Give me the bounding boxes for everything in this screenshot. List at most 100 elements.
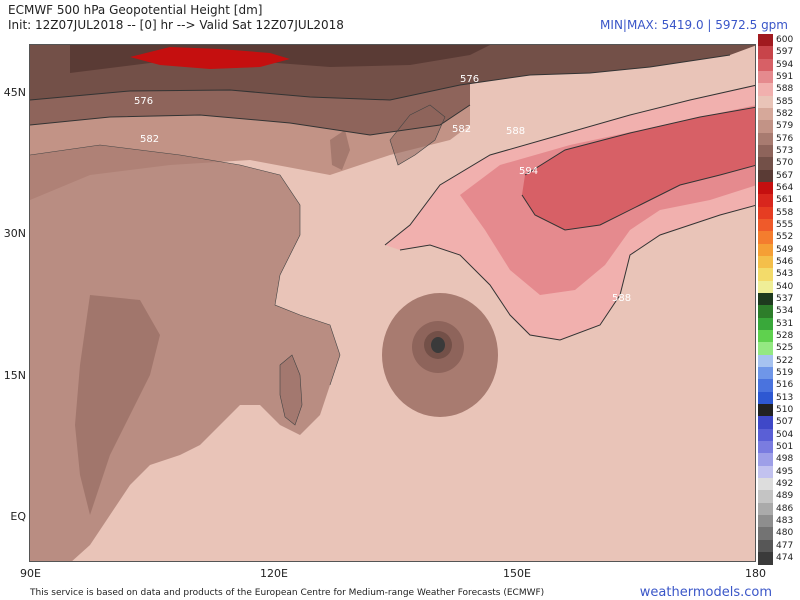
map-canvas: 576 582 576 582 588 594 588 (30, 45, 755, 561)
lon-label-90e: 90E (20, 567, 41, 580)
coastlines (30, 104, 446, 426)
colorbar-swatch (758, 46, 773, 60)
contour-label: 582 (452, 124, 471, 135)
colorbar-swatch (758, 107, 773, 121)
colorbar-swatch (758, 255, 773, 269)
colorbar-label: 477 (776, 540, 794, 551)
colorbar-label: 558 (776, 207, 794, 218)
colorbar-swatch (758, 465, 773, 479)
colorbar-label: 561 (776, 195, 794, 206)
colorbar-swatch (758, 58, 773, 72)
colorbar-swatch (758, 243, 773, 257)
colorbar-label: 582 (776, 108, 794, 119)
colorbar-swatch (758, 342, 773, 356)
lat-label-15n: 15N (3, 369, 26, 382)
contour-lines (30, 54, 755, 341)
lat-label-45n: 45N (3, 86, 26, 99)
indochina-landmass (75, 295, 160, 515)
colorbar-label: 525 (776, 343, 794, 354)
colorbar-label: 492 (776, 478, 794, 489)
colorbar-label: 570 (776, 158, 794, 169)
colorbar-label: 540 (776, 281, 794, 292)
colorbar-label: 564 (776, 182, 794, 193)
colorbar-swatch (758, 527, 773, 541)
colorbar-swatch (758, 218, 773, 232)
colorbar-label: 597 (776, 47, 794, 58)
colorbar-swatch (758, 280, 773, 294)
colorbar-label: 513 (776, 392, 794, 403)
colorbar-label: 516 (776, 380, 794, 391)
colorbar-swatch (758, 440, 773, 454)
korea-landmass (330, 130, 350, 170)
colorbar-swatch (758, 366, 773, 380)
colorbar-swatch (758, 379, 773, 393)
colorbar-swatch (758, 157, 773, 171)
colorbar-swatch (758, 194, 773, 208)
contour-label: 588 (506, 126, 525, 137)
band-564-north (130, 47, 290, 69)
lon-label-180: 180 (745, 567, 766, 580)
colorbar-swatch (758, 70, 773, 84)
lon-label-150e: 150E (503, 567, 531, 580)
colorbar-label: 567 (776, 170, 794, 181)
colorbar-label: 579 (776, 121, 794, 132)
colorbar-label: 489 (776, 491, 794, 502)
colorbar-label: 549 (776, 244, 794, 255)
colorbar-swatch (758, 305, 773, 319)
colorbar-swatch (758, 490, 773, 504)
lon-label-120e: 120E (260, 567, 288, 580)
colorbar-label: 501 (776, 441, 794, 452)
colorbar-swatch (758, 83, 773, 97)
colorbar-swatch (758, 477, 773, 491)
colorbar-swatch (758, 329, 773, 343)
contour-label: 576 (460, 74, 479, 85)
colorbar-swatch (758, 391, 773, 405)
contour-label: 594 (519, 166, 538, 177)
map-title: ECMWF 500 hPa Geopotential Height [dm] (8, 3, 263, 17)
footer-notice: This service is based on data and produc… (30, 588, 545, 598)
min-max-readout: MIN|MAX: 5419.0 | 5972.5 gpm (600, 18, 788, 32)
colorbar-label: 600 (776, 35, 794, 45)
contour-label: 576 (134, 96, 153, 107)
colorbar-label: 495 (776, 466, 794, 477)
colorbar-label: 498 (776, 454, 794, 465)
colorbar-label: 555 (776, 219, 794, 230)
colorbar-label: 552 (776, 232, 794, 243)
colorbar-label: 480 (776, 528, 794, 539)
colorbar-swatch (758, 231, 773, 245)
colorbar-label: 594 (776, 59, 794, 70)
colorbar-swatch (758, 403, 773, 417)
colorbar-swatch (758, 34, 773, 47)
colorbar-swatch (758, 354, 773, 368)
colorbar-label: 474 (776, 552, 794, 563)
colorbar-swatch (758, 268, 773, 282)
colorbar-label: 576 (776, 133, 794, 144)
colorbar-swatch (758, 539, 773, 553)
typhoon-low-core (431, 337, 445, 353)
colorbar-swatch (758, 132, 773, 146)
lat-label-30n: 30N (3, 227, 26, 240)
lat-label-eq: EQ (10, 510, 26, 523)
colorbar-swatch (758, 169, 773, 183)
colorbar-label: 528 (776, 330, 794, 341)
subtropical-high-594 (522, 107, 755, 230)
colorbar-swatch (758, 453, 773, 467)
init-time-label: Init: 12Z07JUL2018 -- [0] hr --> Valid S… (8, 18, 344, 32)
colorbar-swatch (758, 120, 773, 134)
colorbar-label: 585 (776, 96, 794, 107)
colorbar-swatch (758, 95, 773, 109)
colorbar-swatch (758, 428, 773, 442)
colorbar-swatch (758, 206, 773, 220)
colorbar-swatch (758, 181, 773, 195)
colorbar-label: 531 (776, 318, 794, 329)
colorbar-label: 573 (776, 145, 794, 156)
colorbar-label: 483 (776, 515, 794, 526)
colorbar-label: 534 (776, 306, 794, 317)
colorbar-label: 519 (776, 367, 794, 378)
brand-link[interactable]: weathermodels.com (639, 585, 772, 600)
colorbar-swatch (758, 551, 773, 565)
colorbar-swatch (758, 292, 773, 306)
contour-label: 588 (612, 293, 631, 304)
geopotential-map: 576 582 576 582 588 594 588 (29, 44, 756, 562)
colorbar-label: 504 (776, 429, 794, 440)
